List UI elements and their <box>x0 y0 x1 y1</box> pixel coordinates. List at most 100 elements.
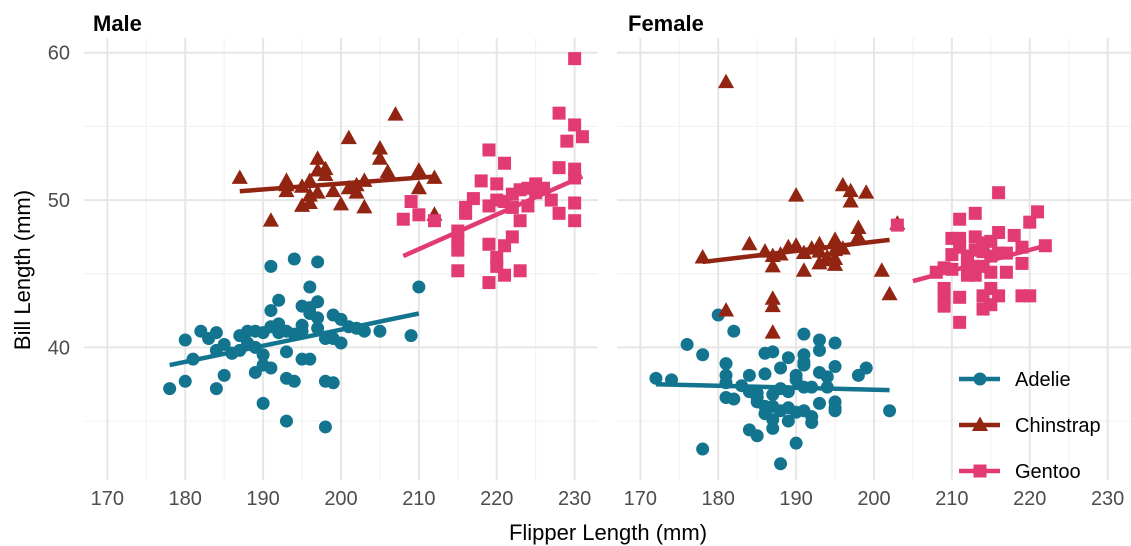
panel-female-grid <box>617 38 1131 480</box>
male-adelie-point-2 <box>178 374 192 388</box>
male-gentoo-point-28 <box>513 214 527 228</box>
male-chinstrap-point-30 <box>426 169 443 184</box>
male-chinstrap-point-1 <box>262 212 279 227</box>
female-adelie-point-34 <box>781 385 795 399</box>
male-chinstrap-point-3 <box>278 172 295 187</box>
male-gentoo-point-26 <box>505 230 519 244</box>
male-adelie-point-62 <box>404 329 418 343</box>
female-gentoo-point-39 <box>1023 215 1037 229</box>
male-gentoo-point-2 <box>412 208 426 222</box>
panel-male-points <box>163 52 589 434</box>
male-adelie-point-33 <box>279 414 293 428</box>
male-gentoo-point-0 <box>396 212 410 226</box>
male-gentoo-point-22 <box>498 156 512 170</box>
male-chinstrap-point-17 <box>340 129 357 145</box>
male-x-tick-label-230: 230 <box>558 488 591 510</box>
female-x-tick-label-200: 200 <box>857 488 890 510</box>
male-gentoo-point-11 <box>474 174 488 188</box>
male-chinstrap-point-25 <box>379 163 396 179</box>
male-adelie-point-10 <box>217 337 231 351</box>
female-adelie-point-24 <box>766 345 780 359</box>
male-chinstrap-trendline <box>239 174 435 194</box>
female-x-tick-label-230: 230 <box>1091 488 1124 510</box>
male-adelie-point-63 <box>412 280 426 294</box>
male-adelie-point-3 <box>186 352 200 366</box>
y-tick-label-60: 60 <box>48 43 70 65</box>
legend-label-chinstrap: Chinstrap <box>1015 415 1101 437</box>
male-adelie-point-61 <box>373 324 387 338</box>
male-x-tick-label-180: 180 <box>169 488 202 510</box>
male-gentoo-point-41 <box>568 118 582 132</box>
male-adelie-point-31 <box>279 345 293 359</box>
male-gentoo-point-10 <box>466 192 480 206</box>
male-gentoo-point-39 <box>560 134 574 148</box>
female-gentoo-point-33 <box>992 289 1006 303</box>
male-gentoo-point-13 <box>482 143 496 157</box>
male-gentoo-point-34 <box>536 181 550 195</box>
female-gentoo-point-1 <box>937 281 951 295</box>
male-gentoo-point-44 <box>568 196 582 210</box>
female-x-tick-label-180: 180 <box>702 488 735 510</box>
male-adelie-point-6 <box>209 326 223 340</box>
female-adelie-point-13 <box>742 368 756 382</box>
x-axis-title: Flipper Length (mm) <box>509 520 707 545</box>
female-chinstrap-point-10 <box>772 246 789 261</box>
male-gentoo-point-5 <box>451 243 465 257</box>
male-gentoo-point-9 <box>459 206 473 220</box>
male-adelie-point-26 <box>264 304 278 318</box>
male-chinstrap-point-22 <box>356 198 373 214</box>
male-chinstrap-point-16 <box>332 195 350 211</box>
female-adelie-point-10 <box>727 324 741 338</box>
male-gentoo-point-7 <box>451 224 465 238</box>
female-chinstrap-point-26 <box>834 176 851 192</box>
male-gentoo-point-35 <box>544 193 558 207</box>
male-gentoo-point-1 <box>404 195 418 209</box>
female-adelie-point-63 <box>883 404 897 418</box>
male-adelie-point-46 <box>311 295 325 309</box>
panel-male-x-tick-labels: 170 180 190 200 210 220 230 <box>91 488 592 510</box>
female-adelie-point-51 <box>812 343 826 357</box>
female-gentoo-point-3 <box>937 292 951 306</box>
female-chinstrap-point-18 <box>811 243 828 258</box>
female-chinstrap-point-3 <box>741 235 758 251</box>
female-adelie-point-60 <box>828 404 842 418</box>
female-x-tick-label-210: 210 <box>935 488 968 510</box>
female-adelie-point-0 <box>649 371 663 385</box>
panel-male-grid <box>84 38 598 480</box>
female-chinstrap-point-7 <box>764 290 781 305</box>
panel-female-points <box>649 73 1052 471</box>
male-gentoo-point-19 <box>490 251 504 265</box>
female-gentoo-point-43 <box>890 218 904 232</box>
male-gentoo-trendline <box>402 174 584 259</box>
male-gentoo-point-43 <box>568 171 582 185</box>
panel-title-female: Female <box>628 11 704 36</box>
female-gentoo-point-12 <box>953 315 967 329</box>
female-adelie-point-11 <box>727 392 741 406</box>
female-chinstrap-point-1 <box>717 302 735 317</box>
male-chinstrap-point-6 <box>293 178 311 193</box>
male-adelie-point-9 <box>217 368 231 382</box>
female-adelie-point-47 <box>805 380 819 394</box>
female-gentoo-point-7 <box>945 262 959 276</box>
y-axis-title: Bill Length (mm) <box>10 190 35 350</box>
legend-key-marker-adelie <box>973 372 987 386</box>
female-adelie-point-49 <box>805 416 819 430</box>
female-gentoo-point-38 <box>1015 256 1029 270</box>
male-chinstrap-point-20 <box>348 184 365 199</box>
female-gentoo-point-41 <box>1031 205 1045 219</box>
female-adelie-point-1 <box>665 373 679 387</box>
male-chinstrap-point-4 <box>278 182 295 198</box>
male-adelie-point-25 <box>264 259 278 273</box>
male-x-tick-label-200: 200 <box>324 488 357 510</box>
female-chinstrap-point-33 <box>873 262 890 277</box>
female-chinstrap-point-0 <box>694 249 711 264</box>
male-adelie-point-48 <box>311 255 325 269</box>
legend-label-gentoo: Gentoo <box>1015 461 1081 483</box>
male-gentoo-point-12 <box>482 237 496 251</box>
male-gentoo-point-40 <box>568 52 582 66</box>
male-gentoo-point-23 <box>498 268 512 282</box>
male-adelie-point-47 <box>311 311 325 325</box>
male-x-tick-label-170: 170 <box>91 488 124 510</box>
female-x-tick-label-190: 190 <box>779 488 812 510</box>
legend-item-adelie: Adelie <box>959 369 1071 391</box>
